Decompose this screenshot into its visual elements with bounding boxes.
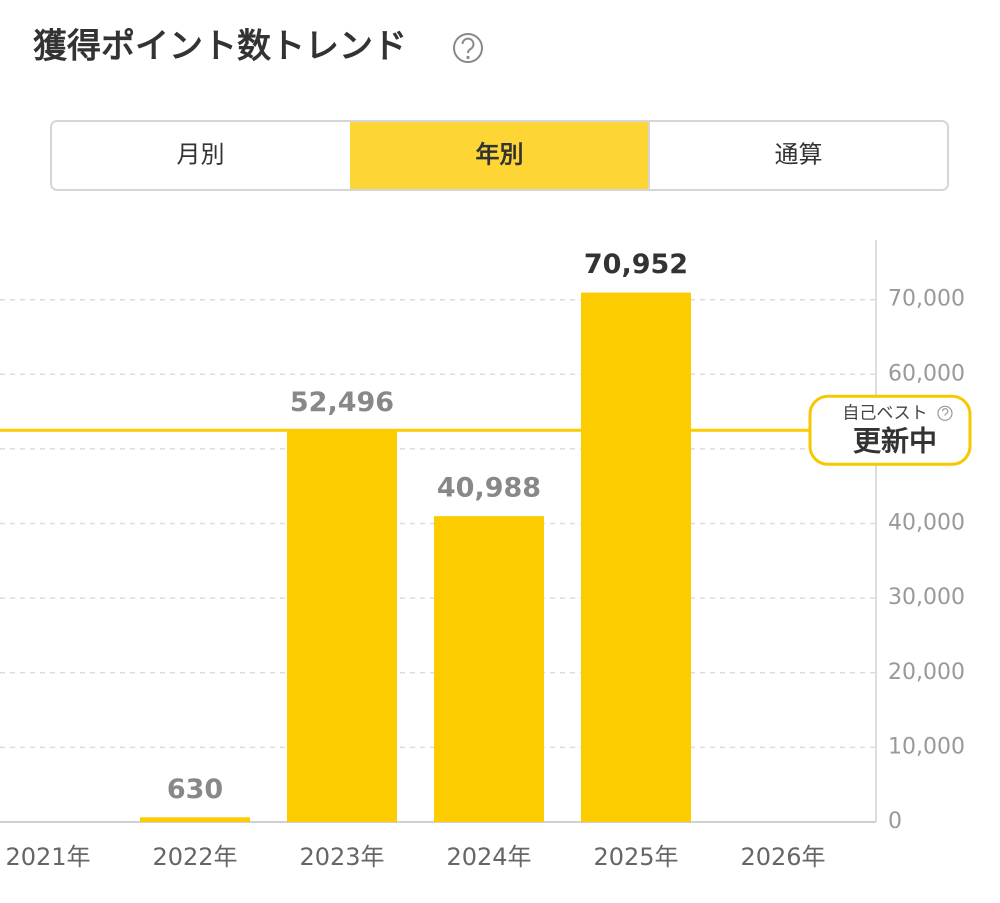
tab-label[interactable]: 通算 [775, 141, 823, 169]
value-label: 40,988 [437, 473, 541, 504]
best-badge-label: 自己ベスト [842, 403, 927, 423]
y-tick-label: 0 [888, 809, 902, 834]
value-label: 70,952 [584, 249, 688, 280]
y-tick-label: 40,000 [888, 511, 965, 536]
y-tick-label: 10,000 [888, 734, 965, 759]
page-title: 獲得ポイント数トレンド [33, 27, 407, 67]
y-tick-label: 60,000 [888, 361, 965, 386]
tab-label[interactable]: 年別 [476, 141, 524, 169]
tab-label[interactable]: 月別 [177, 141, 225, 169]
x-tick-label: 2023年 [299, 843, 384, 871]
best-badge [808, 394, 972, 466]
y-tick-label: 20,000 [888, 660, 965, 685]
value-label: 630 [167, 774, 223, 805]
bar [140, 817, 250, 822]
bar [581, 292, 691, 822]
x-tick-label: 2026年 [740, 843, 825, 871]
bar [434, 516, 544, 822]
x-tick-label: 2022年 [152, 843, 237, 871]
x-tick-label: 2025年 [593, 843, 678, 871]
best-help-icon[interactable] [937, 405, 953, 421]
best-help-icon-mark [941, 408, 949, 416]
bar [287, 430, 397, 822]
x-tick-label: 2024年 [446, 843, 531, 871]
help-icon[interactable] [453, 33, 483, 63]
tab-selected[interactable] [350, 122, 649, 189]
best-badge-status: 更新中 [853, 424, 937, 457]
x-tick-label: 2021年 [5, 843, 90, 871]
y-tick-label: 70,000 [888, 287, 965, 312]
y-tick-label: 30,000 [888, 585, 965, 610]
value-label: 52,496 [290, 387, 394, 418]
